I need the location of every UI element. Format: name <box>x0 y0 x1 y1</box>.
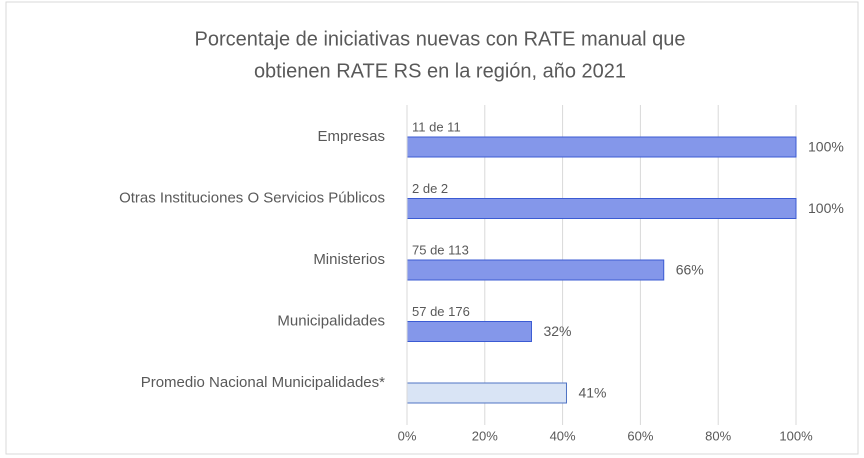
value-label: 100% <box>808 200 844 216</box>
bar <box>406 136 797 158</box>
value-label: 32% <box>543 323 571 339</box>
chart-frame <box>5 1 859 455</box>
chart-title: Porcentaje de iniciativas nuevas con RAT… <box>194 28 685 50</box>
bar <box>406 382 567 404</box>
x-tick-label: 80% <box>705 428 731 443</box>
bar <box>406 259 665 281</box>
y-tick-label: Promedio Nacional Municipalidades* <box>141 374 385 391</box>
y-tick-label: Ministerios <box>313 251 385 268</box>
value-label: 100% <box>808 139 844 155</box>
x-tick-label: 20% <box>472 428 498 443</box>
x-tick-label: 100% <box>779 428 813 443</box>
annotation: 2 de 2 <box>412 181 448 196</box>
y-tick-label: Empresas <box>317 128 385 145</box>
value-label: 41% <box>578 385 606 401</box>
y-tick-label: Otras Instituciones O Servicios Públicos <box>119 189 385 206</box>
x-tick-label: 40% <box>550 428 576 443</box>
y-tick-label: Municipalidades <box>277 312 385 329</box>
annotation: 57 de 176 <box>412 304 470 319</box>
annotation: 11 de 11 <box>412 119 461 134</box>
x-tick-label: 60% <box>627 428 653 443</box>
bar <box>406 198 797 219</box>
bar <box>406 321 532 342</box>
value-label: 66% <box>676 262 704 278</box>
x-tick-label: 0% <box>398 428 417 443</box>
chart-title: obtienen RATE RS en la región, año 2021 <box>254 60 626 82</box>
annotation: 75 de 113 <box>412 242 469 257</box>
